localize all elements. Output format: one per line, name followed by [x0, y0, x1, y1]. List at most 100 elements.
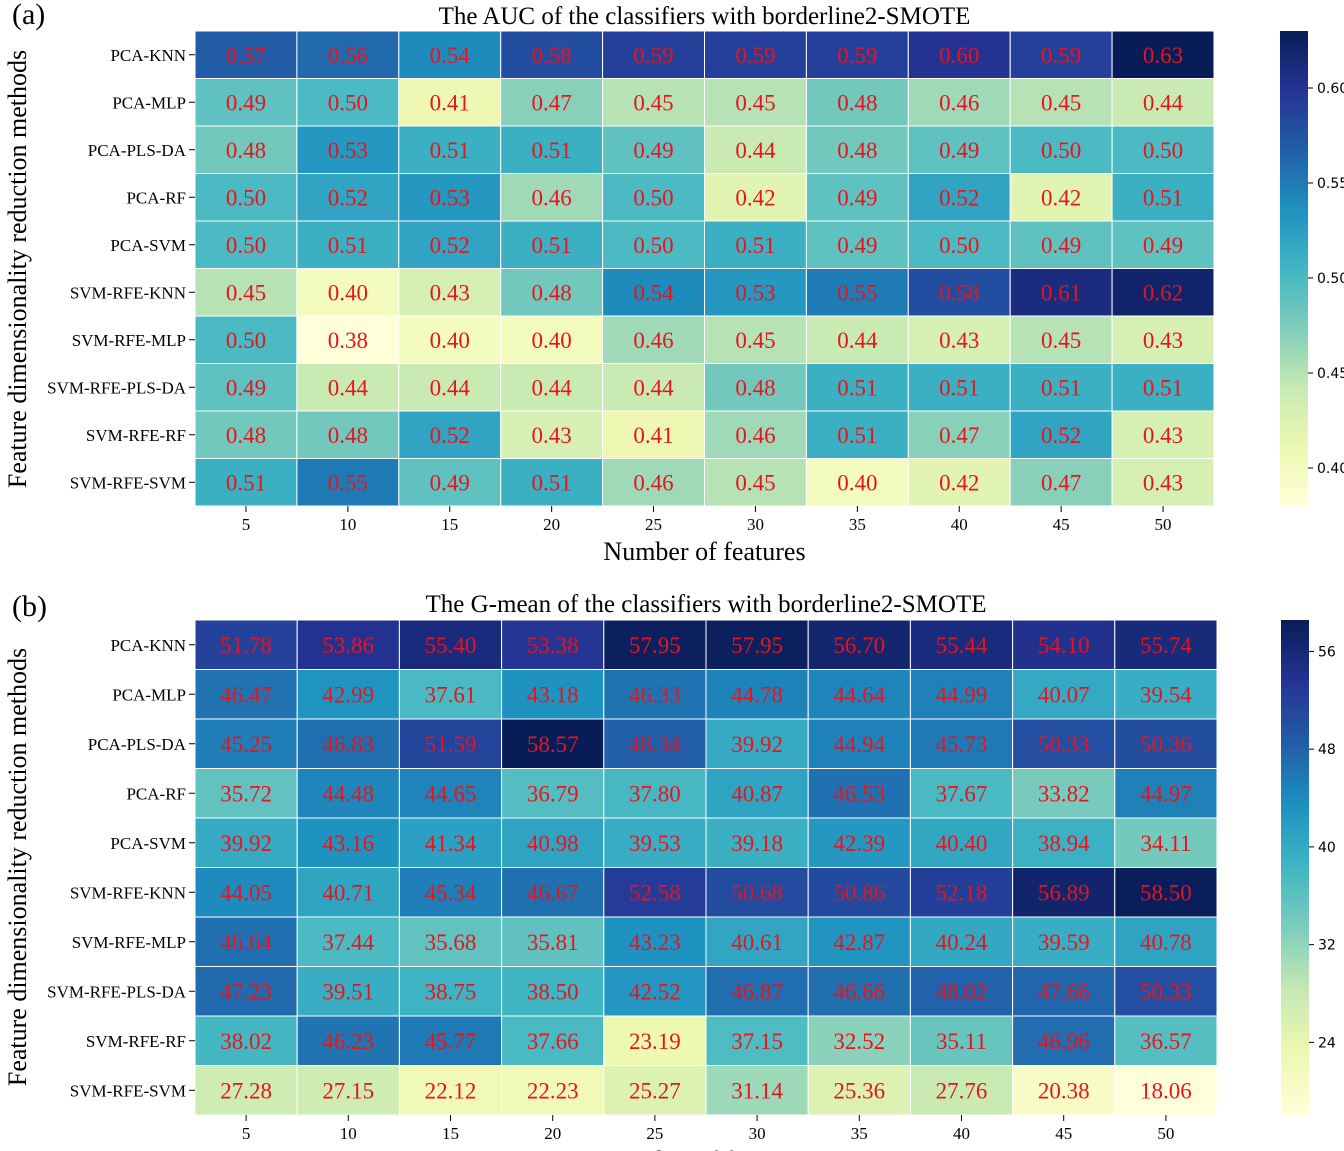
cell-value-label: 0.46	[939, 90, 979, 115]
heatmap-cell	[1009, 173, 1113, 222]
y-tick-label: SVM-RFE-KNN	[70, 283, 186, 302]
cell-value-label: 0.44	[1143, 90, 1184, 115]
cell-value-label: 0.40	[430, 328, 470, 353]
heatmap-cell	[1009, 363, 1113, 412]
heatmap-cell	[805, 125, 909, 174]
heatmap-cell	[603, 916, 707, 967]
cell-value-label: 0.44	[837, 328, 878, 353]
cell-value-label: 0.49	[837, 185, 877, 210]
heatmap-cell	[909, 867, 1014, 918]
cell-value-label: 35.68	[425, 930, 477, 955]
heatmap-cell	[909, 1065, 1014, 1116]
cell-value-label: 47.23	[220, 979, 272, 1004]
cell-value-label: 36.79	[527, 781, 579, 806]
heatmap-cell	[296, 669, 400, 720]
cell-value-label: 57.95	[731, 633, 783, 658]
heatmap-cell	[296, 619, 400, 670]
heatmap-cell	[909, 718, 1014, 769]
cell-value-label: 0.59	[633, 43, 673, 68]
y-tick-label: SVM-RFE-PLS-DA	[47, 378, 187, 397]
cell-value-label: 0.53	[328, 138, 368, 163]
x-tick-label: 20	[543, 515, 560, 534]
heatmap-cell	[194, 125, 298, 174]
cell-value-label: 0.40	[328, 280, 368, 305]
heatmap-cell	[500, 78, 604, 127]
heatmap-cell	[1111, 315, 1215, 364]
heatmap-cell	[603, 867, 707, 918]
heatmap-cell	[1012, 867, 1116, 918]
heatmap-cell	[501, 669, 605, 720]
y-axis-label: Feature dimensionality reduction methods	[3, 50, 32, 488]
x-tick-label: 30	[749, 1124, 766, 1143]
y-tick-label: SVM-RFE-RF	[86, 426, 186, 445]
cell-value-label: 46.67	[527, 880, 579, 905]
heatmap-cell	[907, 30, 1011, 79]
heatmap-cell	[194, 817, 298, 868]
cell-value-label: 0.48	[837, 90, 877, 115]
heatmap-cell	[398, 669, 503, 720]
x-axis-label: Number of features	[605, 1146, 807, 1151]
x-tick-label: 15	[442, 1124, 459, 1143]
cell-value-label: 48.34	[629, 732, 681, 757]
heatmap-cell	[194, 669, 298, 720]
cell-value-label: 45.34	[425, 880, 477, 905]
heatmap-cell	[501, 966, 605, 1017]
heatmap-cell	[398, 916, 503, 967]
cell-value-label: 0.38	[328, 328, 368, 353]
cell-value-label: 0.48	[226, 423, 266, 448]
heatmap-cell	[1111, 78, 1215, 127]
cell-value-label: 0.49	[633, 138, 673, 163]
heatmap-cell	[807, 916, 911, 967]
cell-value-label: 0.46	[633, 470, 673, 495]
heatmap-cell	[907, 315, 1011, 364]
heatmap-cell	[1111, 363, 1215, 412]
cell-value-label: 0.44	[430, 375, 471, 400]
heatmap-panel-a: (a) The AUC of the classifiers with borde…	[3, 0, 1344, 566]
cell-value-label: 32.52	[833, 1029, 885, 1054]
cell-value-label: 0.43	[1143, 423, 1183, 448]
cell-value-label: 40.40	[936, 831, 988, 856]
cell-value-label: 38.75	[425, 979, 477, 1004]
cell-value-label: 0.40	[532, 328, 572, 353]
cell-value-label: 27.15	[322, 1078, 374, 1103]
heatmap-cell	[501, 1015, 605, 1066]
heatmap-cell	[398, 966, 503, 1017]
cell-value-label: 52.18	[936, 880, 988, 905]
cell-value-label: 44.97	[1140, 781, 1192, 806]
cell-value-label: 0.61	[1041, 280, 1081, 305]
cell-value-label: 0.52	[1041, 423, 1081, 448]
heatmap-cell	[603, 669, 707, 720]
heatmap-cell	[194, 268, 298, 317]
x-tick-label: 10	[339, 515, 356, 534]
cell-value-label: 31.14	[731, 1078, 783, 1103]
heatmap-cell	[602, 268, 705, 317]
cell-value-label: 0.49	[1143, 233, 1183, 258]
cell-value-label: 20.38	[1038, 1078, 1090, 1103]
cell-value-label: 0.49	[939, 138, 979, 163]
heatmap-cell	[398, 268, 502, 317]
cell-value-label: 37.61	[425, 682, 477, 707]
cell-value-label: 46.53	[833, 781, 885, 806]
heatmap-cell	[1009, 78, 1113, 127]
heatmap-cell	[807, 817, 911, 868]
heatmap-cell	[909, 966, 1014, 1017]
y-tick-label: PCA-PLS-DA	[88, 141, 187, 160]
chart-title: The G-mean of the classifiers with borde…	[426, 591, 987, 618]
heatmap-cell	[501, 1065, 605, 1116]
cell-value-label: 0.45	[735, 470, 775, 495]
x-tick-label: 20	[544, 1124, 561, 1143]
x-tick-label: 35	[851, 1124, 868, 1143]
x-tick-label: 50	[1155, 515, 1172, 534]
heatmap-cell	[296, 220, 400, 269]
heatmap-cell	[296, 458, 400, 507]
cell-value-label: 46.23	[322, 1029, 374, 1054]
cell-value-label: 0.48	[328, 423, 368, 448]
cell-value-label: 0.49	[837, 233, 877, 258]
cell-value-label: 0.49	[1041, 233, 1081, 258]
x-tick-label: 5	[242, 1124, 251, 1143]
colorbar-tick-label: 0.40	[1317, 461, 1344, 477]
cell-value-label: 25.36	[833, 1078, 885, 1103]
cell-value-label: 0.46	[532, 185, 572, 210]
cell-value-label: 0.43	[532, 423, 572, 448]
cell-value-label: 0.43	[939, 328, 979, 353]
